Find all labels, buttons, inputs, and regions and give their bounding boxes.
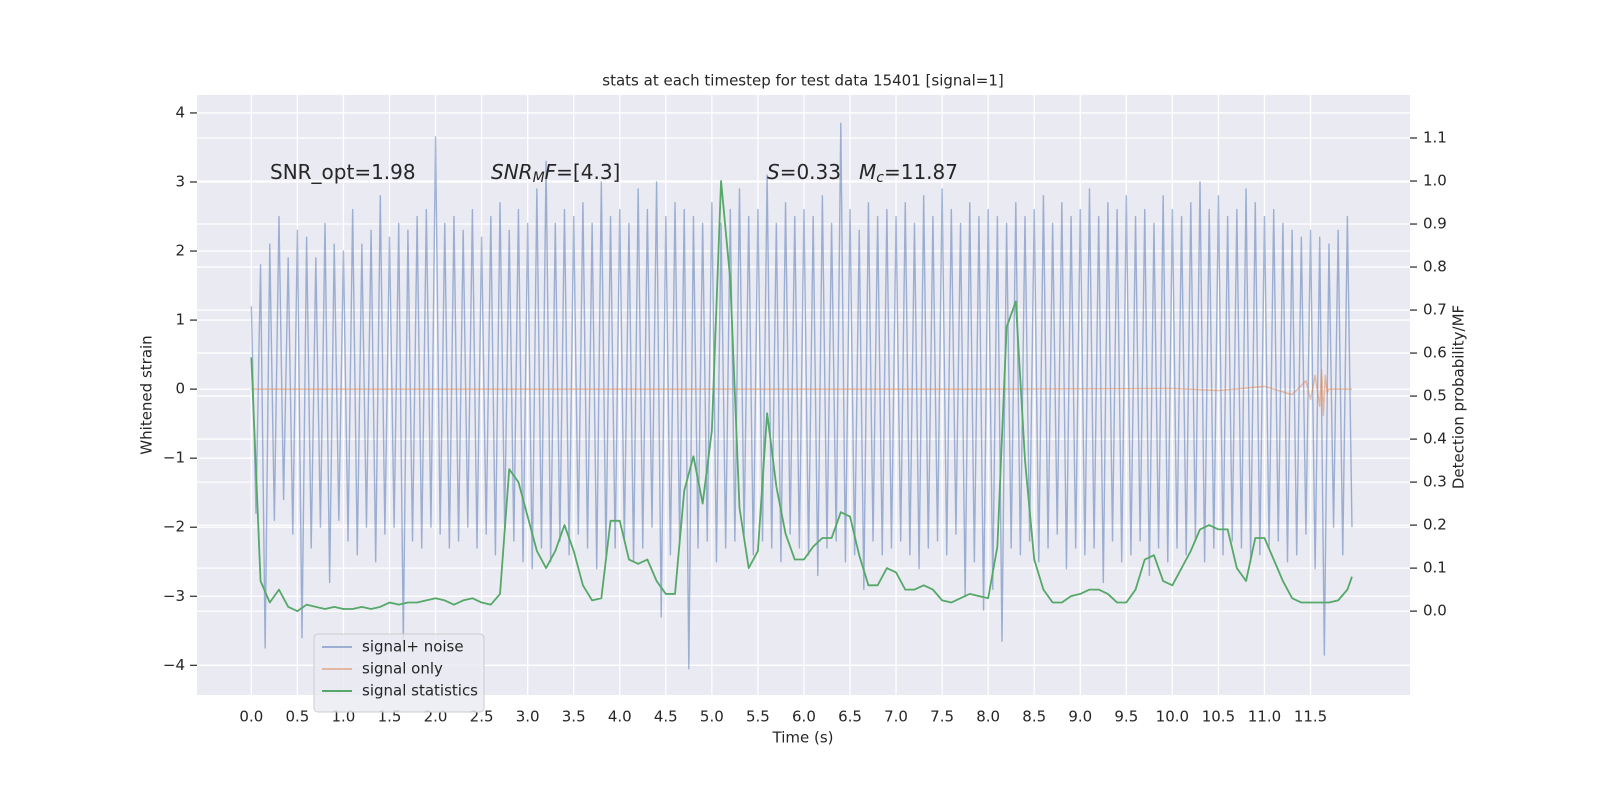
annotation-part: M [533,170,545,186]
x-tick-label: 11.5 [1294,708,1327,726]
annotation-part: =[4.3] [556,160,620,184]
legend-label: signal+ noise [362,638,464,656]
annotation: Mc=11.87 [859,160,958,187]
x-tick-label: 7.0 [884,708,908,726]
x-tick-label: 11.0 [1248,708,1281,726]
y2-tick-label: 0.9 [1423,215,1447,233]
x-tick-label: 3.5 [562,708,586,726]
x-tick-label: 4.5 [654,708,678,726]
x-tick-label: 8.5 [1022,708,1046,726]
y2-tick-label: 0.1 [1423,559,1447,577]
y2-tick-label: 1.0 [1423,172,1447,190]
chart-title: stats at each timestep for test data 154… [602,72,1003,90]
annotation-part: =0.33 [780,160,841,184]
annotation: S=0.33 [767,160,841,184]
x-tick-label: 9.5 [1114,708,1138,726]
x-tick-label: 8.0 [976,708,1000,726]
x-axis-label: Time (s) [772,729,834,747]
y2-tick-label: 0.5 [1423,387,1447,405]
annotation-part: M [859,160,876,184]
annotation: SNR_opt=1.98 [270,160,416,184]
y-tick-label: 4 [175,103,185,121]
annotation-part: S [767,160,780,184]
x-tick-label: 10.0 [1156,708,1189,726]
x-tick-label: 9.0 [1068,708,1092,726]
x-tick-label: 6.0 [792,708,816,726]
x-tick-label: 3.0 [516,708,540,726]
y-tick-label: 3 [175,172,185,190]
y-axis-label: Whitened strain [138,335,156,454]
y2-tick-label: 0.2 [1423,516,1447,534]
y2-tick-label: 1.1 [1423,129,1447,147]
y2-axis-label: Detection probability/MF [1450,305,1468,489]
x-tick-label: 4.0 [608,708,632,726]
series-line [251,369,1352,417]
y-tick-label: −2 [163,518,185,536]
y2-tick-label: 0.8 [1423,258,1447,276]
y-tick-label: −3 [163,587,185,605]
legend-box [313,633,485,713]
x-tick-label: 5.0 [700,708,724,726]
x-tick-label: 6.5 [838,708,862,726]
series-line [250,180,1353,613]
annotation-part: F [545,160,557,184]
annotation-part: SNR_opt=1.98 [270,160,416,184]
series-line [250,122,1353,670]
y2-tick-label: 0.7 [1423,301,1447,319]
y-tick-label: −4 [163,656,185,674]
annotation-part: c [876,170,884,186]
y-tick-label: 0 [175,380,185,398]
x-tick-label: 5.5 [746,708,770,726]
legend-label: signal only [362,660,443,678]
y2-tick-label: 0.4 [1423,430,1447,448]
y2-tick-label: 0.6 [1423,344,1447,362]
x-tick-label: 0.0 [239,708,263,726]
x-tick-label: 0.5 [285,708,309,726]
y2-tick-label: 0.0 [1423,602,1447,620]
x-tick-label: 7.5 [930,708,954,726]
legend-label: signal statistics [362,682,478,700]
annotation: SNRMF=[4.3] [491,160,620,187]
y-tick-label: 1 [175,311,185,329]
series-layer [250,122,1353,670]
y2-tick-label: 0.3 [1423,473,1447,491]
x-tick-label: 10.5 [1202,708,1235,726]
y-tick-label: 2 [175,242,185,260]
y-tick-label: −1 [163,449,185,467]
annotation-part: =11.87 [884,160,958,184]
annotation-part: SNR [491,160,533,184]
